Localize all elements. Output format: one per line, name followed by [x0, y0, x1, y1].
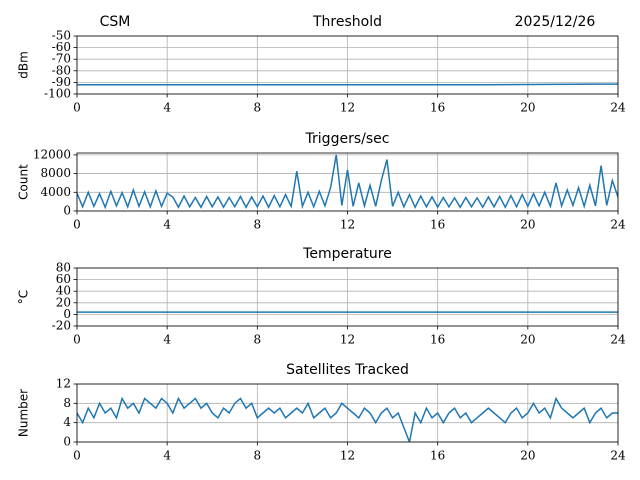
plot-area — [77, 83, 618, 86]
y-tick-label: -90 — [52, 75, 71, 89]
y-tick-label: -50 — [52, 29, 71, 43]
plot-frame — [76, 152, 619, 212]
x-tick-label: 8 — [254, 101, 262, 115]
chart-title: Threshold — [312, 14, 382, 30]
x-tick-label: 0 — [73, 449, 81, 463]
x-tick-label: 24 — [610, 449, 626, 463]
y-tick-label: 8 — [63, 396, 71, 410]
y-axis-label: Count — [17, 164, 31, 200]
x-tick-label: 24 — [610, 218, 626, 232]
plot-frame — [76, 267, 619, 327]
x-tick-label: 12 — [340, 218, 355, 232]
chart-title-left: CSM — [100, 14, 131, 30]
y-tick-label: -100 — [44, 87, 71, 101]
y-tick-label: 60 — [56, 272, 71, 286]
y-tick-label: -70 — [52, 52, 71, 66]
x-tick-label: 12 — [340, 449, 355, 463]
y-tick-label: 4000 — [40, 185, 71, 199]
x-tick-label: 0 — [73, 101, 81, 115]
y-tick-label: 0 — [63, 435, 71, 449]
x-tick-label: 0 — [73, 333, 81, 347]
x-tick-label: 8 — [254, 333, 262, 347]
x-tick-label: 16 — [430, 218, 445, 232]
y-tick-label: 8000 — [40, 166, 71, 180]
y-tick-label: 20 — [56, 295, 71, 309]
y-tick-label: -20 — [52, 319, 71, 333]
x-tick-label: 12 — [340, 101, 355, 115]
series-line — [77, 154, 618, 210]
x-tick-label: 20 — [520, 101, 535, 115]
y-tick-label: -80 — [52, 63, 71, 77]
x-tick-label: 12 — [340, 333, 355, 347]
x-tick-label: 8 — [254, 218, 262, 232]
y-axis-label: dBm — [17, 51, 31, 79]
chart-title: Satellites Tracked — [286, 362, 409, 378]
y-tick-label: 40 — [56, 284, 71, 298]
chart-title: Triggers/sec — [305, 131, 390, 147]
x-tick-label: 20 — [520, 218, 535, 232]
x-tick-label: 24 — [610, 333, 626, 347]
x-tick-label: 4 — [163, 218, 171, 232]
plot-frame — [76, 35, 619, 95]
x-tick-label: 0 — [73, 218, 81, 232]
y-tick-label: 0 — [63, 307, 71, 321]
x-tick-label: 20 — [520, 333, 535, 347]
x-tick-label: 4 — [163, 101, 171, 115]
x-tick-label: 16 — [430, 333, 445, 347]
x-tick-label: 8 — [254, 449, 262, 463]
series-line — [77, 83, 618, 86]
y-axis-label: Number — [17, 389, 31, 437]
y-tick-label: 12000 — [33, 147, 71, 161]
x-tick-label: 20 — [520, 449, 535, 463]
x-tick-label: 16 — [430, 101, 445, 115]
y-tick-label: 4 — [63, 415, 71, 429]
y-tick-label: -60 — [52, 40, 71, 54]
chart-title-right: 2025/12/26 — [515, 14, 596, 30]
y-axis-label: °C — [17, 290, 31, 304]
plot-area — [77, 154, 618, 210]
x-tick-label: 4 — [163, 449, 171, 463]
plot-area — [77, 396, 618, 442]
y-tick-label: 80 — [56, 261, 71, 275]
chart-title: Temperature — [302, 246, 392, 262]
y-tick-label: 0 — [63, 204, 71, 218]
plot-frame — [76, 383, 619, 443]
series-line — [77, 396, 618, 442]
y-tick-label: 12 — [56, 377, 71, 391]
x-tick-label: 24 — [610, 101, 626, 115]
x-tick-label: 4 — [163, 333, 171, 347]
x-tick-label: 16 — [430, 449, 445, 463]
